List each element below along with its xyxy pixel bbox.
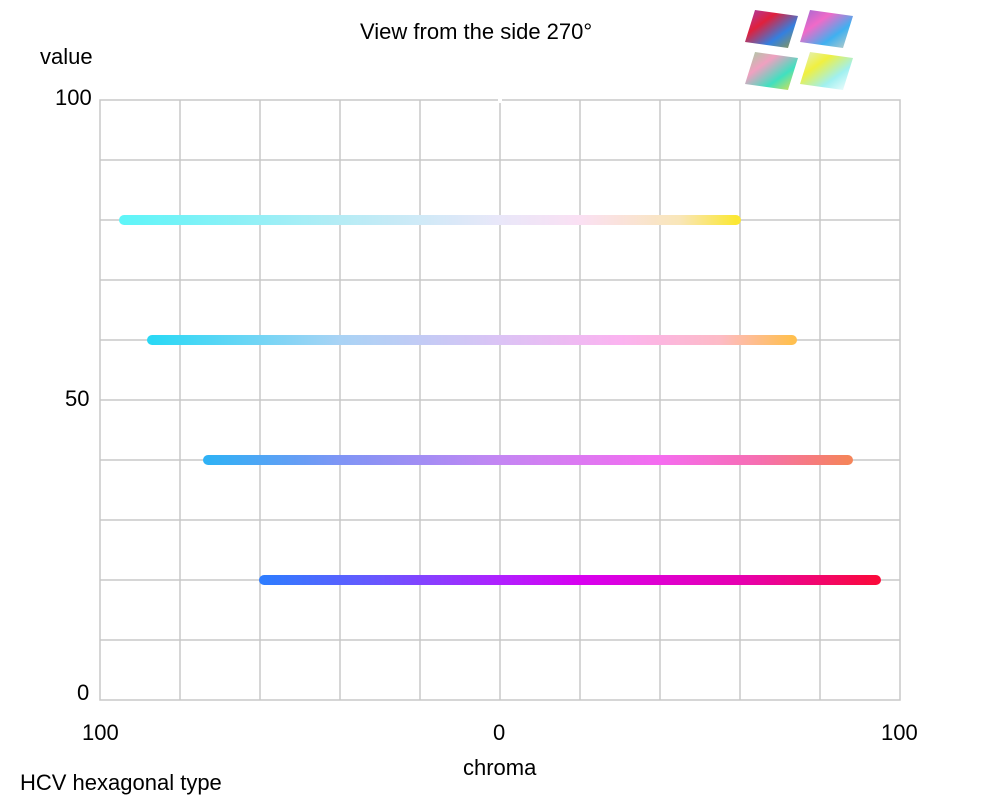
y-tick-label: 100	[55, 85, 92, 110]
view-thumbnails	[745, 10, 853, 90]
y-axis-label: value	[40, 44, 93, 69]
y-tick-label: 50	[65, 386, 90, 411]
x-axis-label: chroma	[463, 755, 537, 780]
x-tick-label: 100	[881, 720, 918, 745]
thumbnail-bottom-right	[800, 52, 853, 90]
thumbnail-top-right	[800, 10, 853, 48]
thumbnail-top-left	[745, 10, 798, 48]
x-tick-label: 100	[82, 720, 119, 745]
footer-label: HCV hexagonal type	[20, 770, 222, 795]
grid-lines	[100, 100, 900, 700]
thumbnail-bottom-left	[745, 52, 798, 90]
chart-title: View from the side 270°	[360, 19, 593, 44]
series-group	[119, 215, 881, 585]
y-tick-label: 0	[77, 680, 90, 705]
x-tick-label: 0	[493, 720, 506, 745]
